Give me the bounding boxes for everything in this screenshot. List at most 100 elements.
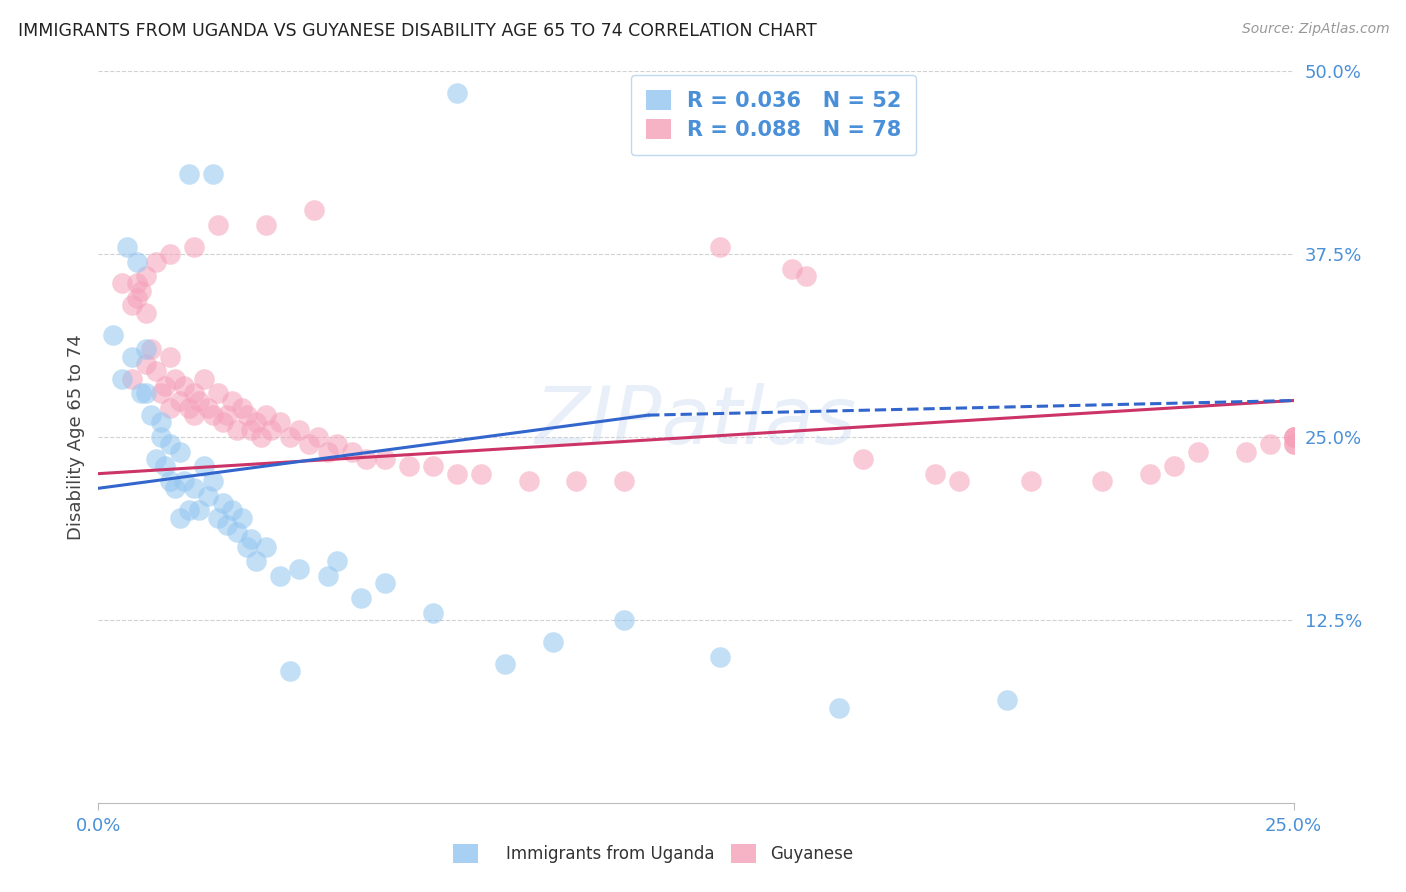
Point — [254, 218, 277, 232]
Point — [245, 554, 267, 568]
Point — [278, 430, 301, 444]
Point — [422, 606, 444, 620]
Point — [1187, 444, 1209, 458]
Point — [121, 371, 143, 385]
Point — [288, 562, 311, 576]
Point — [183, 408, 205, 422]
Point — [202, 474, 225, 488]
Point — [145, 364, 167, 378]
Point — [1234, 444, 1257, 458]
Point — [155, 379, 177, 393]
Point — [517, 474, 540, 488]
Point — [269, 569, 291, 583]
Point — [1282, 437, 1305, 451]
Point — [169, 510, 191, 524]
Point — [217, 517, 239, 532]
Text: IMMIGRANTS FROM UGANDA VS GUYANESE DISABILITY AGE 65 TO 74 CORRELATION CHART: IMMIGRANTS FROM UGANDA VS GUYANESE DISAB… — [18, 22, 817, 40]
Y-axis label: Disability Age 65 to 74: Disability Age 65 to 74 — [66, 334, 84, 540]
Point — [995, 693, 1018, 707]
Point — [183, 481, 205, 495]
Point — [169, 444, 191, 458]
Point — [446, 87, 468, 101]
Point — [240, 533, 263, 547]
Point — [259, 423, 281, 437]
Point — [135, 269, 157, 284]
Point — [125, 291, 148, 305]
Point — [149, 416, 172, 430]
Point — [115, 240, 138, 254]
Point — [193, 371, 215, 385]
Point — [163, 371, 186, 385]
Point — [135, 357, 157, 371]
Point — [1139, 467, 1161, 481]
Point — [231, 401, 253, 415]
Point — [226, 423, 249, 437]
Point — [240, 423, 263, 437]
Point — [288, 423, 311, 437]
Point — [111, 371, 134, 385]
Point — [183, 386, 205, 401]
Point — [159, 247, 181, 261]
Point — [541, 635, 564, 649]
Point — [235, 408, 257, 422]
Point — [1282, 430, 1305, 444]
Point — [179, 167, 201, 181]
Text: Immigrants from Uganda: Immigrants from Uganda — [506, 845, 714, 863]
Point — [217, 408, 239, 422]
Point — [207, 510, 229, 524]
Point — [269, 416, 291, 430]
Point — [446, 467, 468, 481]
Point — [202, 408, 225, 422]
Point — [145, 452, 167, 467]
Point — [197, 489, 219, 503]
Point — [149, 386, 172, 401]
Point — [245, 416, 267, 430]
Point — [254, 540, 277, 554]
Text: Guyanese: Guyanese — [770, 845, 853, 863]
Point — [193, 459, 215, 474]
Point — [398, 459, 420, 474]
Point — [179, 401, 201, 415]
Point — [163, 481, 186, 495]
Point — [828, 700, 851, 714]
Point — [121, 298, 143, 312]
Point — [131, 386, 153, 401]
Point — [278, 664, 301, 678]
Point — [135, 386, 157, 401]
Point — [924, 467, 946, 481]
Point — [794, 269, 817, 284]
Point — [307, 430, 329, 444]
Point — [187, 393, 209, 408]
Point — [121, 350, 143, 364]
Point — [298, 437, 321, 451]
Point — [374, 576, 396, 591]
Point — [135, 343, 157, 357]
Point — [159, 474, 181, 488]
Point — [159, 437, 181, 451]
Point — [422, 459, 444, 474]
Point — [173, 474, 195, 488]
Point — [187, 503, 209, 517]
Point — [1282, 430, 1305, 444]
Text: Source: ZipAtlas.com: Source: ZipAtlas.com — [1241, 22, 1389, 37]
Point — [1258, 437, 1281, 451]
Point — [183, 240, 205, 254]
Point — [221, 503, 243, 517]
Point — [350, 591, 373, 605]
Point — [1282, 430, 1305, 444]
Point — [709, 649, 731, 664]
Point — [159, 350, 181, 364]
Point — [169, 393, 191, 408]
Point — [852, 452, 875, 467]
Point — [135, 306, 157, 320]
Point — [159, 401, 181, 415]
Point — [470, 467, 492, 481]
Point — [1163, 459, 1185, 474]
Point — [173, 379, 195, 393]
Point — [145, 254, 167, 268]
Point — [340, 444, 363, 458]
Point — [139, 408, 162, 422]
Legend: R = 0.036   N = 52, R = 0.088   N = 78: R = 0.036 N = 52, R = 0.088 N = 78 — [631, 75, 917, 154]
Point — [1019, 474, 1042, 488]
Point — [494, 657, 516, 671]
